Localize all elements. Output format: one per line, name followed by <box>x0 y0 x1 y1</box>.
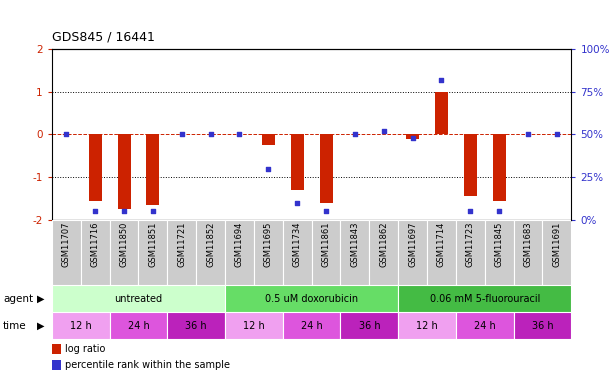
Text: 36 h: 36 h <box>532 321 553 331</box>
Text: 12 h: 12 h <box>70 321 92 331</box>
Bar <box>52 360 61 370</box>
Bar <box>109 312 167 339</box>
Text: GSM11691: GSM11691 <box>552 222 562 267</box>
Bar <box>117 135 131 209</box>
Bar <box>167 312 225 339</box>
Bar <box>254 220 283 285</box>
Bar <box>312 220 340 285</box>
Bar <box>320 135 332 202</box>
Text: log ratio: log ratio <box>65 344 105 354</box>
Text: ▶: ▶ <box>37 321 44 331</box>
Bar <box>167 220 196 285</box>
Text: 12 h: 12 h <box>416 321 438 331</box>
Bar <box>427 220 456 285</box>
Bar <box>283 312 340 339</box>
Text: 0.06 mM 5-fluorouracil: 0.06 mM 5-fluorouracil <box>430 294 540 304</box>
Text: GDS845 / 16441: GDS845 / 16441 <box>52 30 155 44</box>
Point <box>292 200 302 206</box>
Text: GSM11695: GSM11695 <box>264 222 273 267</box>
Text: GSM11850: GSM11850 <box>120 222 128 267</box>
Bar <box>225 312 283 339</box>
Bar <box>196 220 225 285</box>
Text: GSM11716: GSM11716 <box>90 222 100 267</box>
Point <box>408 135 417 141</box>
Text: GSM11852: GSM11852 <box>206 222 215 267</box>
Text: 36 h: 36 h <box>359 321 380 331</box>
Bar <box>340 312 398 339</box>
Bar <box>492 135 506 201</box>
Point <box>321 208 331 214</box>
Point <box>90 208 100 214</box>
Text: GSM11697: GSM11697 <box>408 222 417 267</box>
Point <box>552 132 562 138</box>
Bar <box>225 285 398 312</box>
Bar <box>340 220 369 285</box>
Bar <box>435 92 448 135</box>
Point <box>177 132 187 138</box>
Point <box>263 166 273 172</box>
Text: 0.5 uM doxorubicin: 0.5 uM doxorubicin <box>265 294 358 304</box>
Point <box>437 77 447 83</box>
Text: GSM11851: GSM11851 <box>148 222 158 267</box>
Text: GSM11683: GSM11683 <box>524 222 533 267</box>
Point <box>119 208 129 214</box>
Bar <box>89 135 101 201</box>
Text: time: time <box>3 321 27 331</box>
Text: GSM11845: GSM11845 <box>495 222 503 267</box>
Text: percentile rank within the sample: percentile rank within the sample <box>65 360 230 370</box>
Bar <box>369 220 398 285</box>
Text: ▶: ▶ <box>37 294 44 304</box>
Text: GSM11723: GSM11723 <box>466 222 475 267</box>
Bar <box>283 220 312 285</box>
Bar <box>291 135 304 190</box>
Point <box>148 208 158 214</box>
Bar <box>52 285 225 312</box>
Bar <box>225 220 254 285</box>
Bar <box>109 220 139 285</box>
Point <box>206 132 216 138</box>
Bar <box>456 312 514 339</box>
Text: GSM11843: GSM11843 <box>350 222 359 267</box>
Bar <box>485 220 514 285</box>
Bar <box>398 312 456 339</box>
Text: 12 h: 12 h <box>243 321 265 331</box>
Text: 24 h: 24 h <box>301 321 323 331</box>
Point <box>523 132 533 138</box>
Text: 24 h: 24 h <box>474 321 496 331</box>
Bar <box>52 220 81 285</box>
Text: GSM11862: GSM11862 <box>379 222 388 267</box>
Bar <box>398 285 571 312</box>
Bar <box>81 220 109 285</box>
Bar <box>543 220 571 285</box>
Text: GSM11721: GSM11721 <box>177 222 186 267</box>
Bar <box>464 135 477 196</box>
Text: agent: agent <box>3 294 33 304</box>
Bar <box>406 135 419 139</box>
Text: GSM11694: GSM11694 <box>235 222 244 267</box>
Text: GSM11714: GSM11714 <box>437 222 446 267</box>
Point <box>350 132 360 138</box>
Point <box>62 132 71 138</box>
Text: untreated: untreated <box>114 294 163 304</box>
Bar <box>139 220 167 285</box>
Text: GSM11707: GSM11707 <box>62 222 71 267</box>
Bar <box>514 312 571 339</box>
Point <box>235 132 244 138</box>
Bar <box>147 135 159 205</box>
Bar <box>262 135 275 145</box>
Text: 24 h: 24 h <box>128 321 149 331</box>
Point <box>494 208 504 214</box>
Bar <box>52 344 61 354</box>
Bar <box>52 312 109 339</box>
Bar <box>514 220 543 285</box>
Text: 36 h: 36 h <box>185 321 207 331</box>
Bar <box>398 220 427 285</box>
Point <box>379 128 389 134</box>
Point <box>466 208 475 214</box>
Bar <box>456 220 485 285</box>
Text: GSM11861: GSM11861 <box>321 222 331 267</box>
Text: GSM11734: GSM11734 <box>293 222 302 267</box>
